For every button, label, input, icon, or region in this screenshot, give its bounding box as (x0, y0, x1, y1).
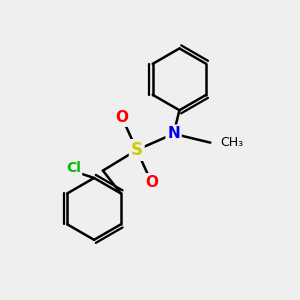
Text: N: N (167, 126, 180, 141)
Text: Cl: Cl (66, 161, 81, 175)
Text: CH₃: CH₃ (221, 136, 244, 149)
Text: O: O (145, 175, 158, 190)
Text: S: S (131, 141, 143, 159)
Text: O: O (116, 110, 128, 125)
